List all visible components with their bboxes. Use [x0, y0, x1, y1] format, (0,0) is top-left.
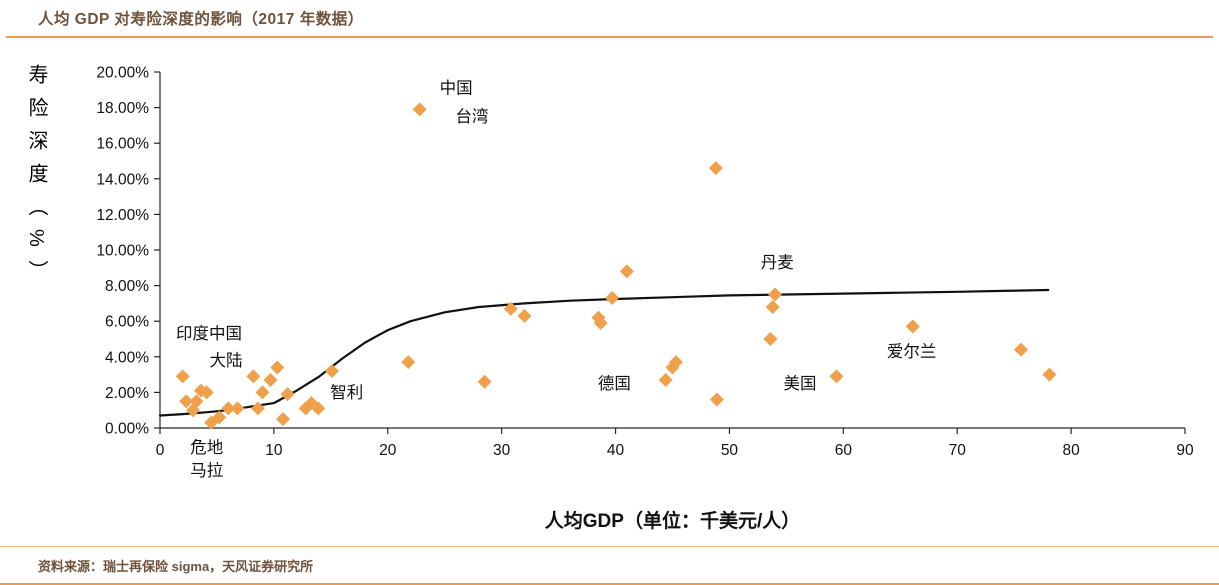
y-tick-label: 14.00%: [96, 171, 149, 188]
data-point: [401, 355, 416, 370]
data-point: [199, 385, 214, 400]
x-tick-label: 10: [265, 442, 283, 459]
data-point: [477, 374, 492, 389]
data-point: [517, 308, 532, 323]
country-label: 爱尔兰: [887, 342, 937, 361]
data-point: [221, 401, 236, 416]
y-axis-title: 寿险深度（%）: [25, 64, 47, 293]
x-tick-label: 60: [835, 442, 853, 459]
data-point: [768, 287, 782, 302]
data-point: [179, 394, 194, 409]
data-point: [619, 264, 634, 279]
x-tick-label: 50: [721, 442, 739, 459]
data-point: [605, 291, 620, 306]
country-label: 美国: [784, 374, 817, 393]
x-tick-label: 20: [379, 442, 397, 459]
y-tick-label: 12.00%: [96, 207, 149, 224]
bottom-border-line: [0, 583, 1219, 585]
country-label: 台湾: [456, 107, 489, 126]
data-point: [709, 392, 724, 407]
scatter-plot: 0.00% 2.00% 4.00% 6.00% 8.00% 10.00% 12.00% 14.…: [96, 65, 1194, 533]
country-label: 智利: [330, 383, 363, 402]
country-label: 危地: [190, 438, 223, 457]
data-point: [905, 319, 920, 334]
data-point: [280, 387, 295, 402]
data-point: [175, 369, 190, 384]
x-tick-label: 40: [607, 442, 625, 459]
data-point: [412, 102, 427, 117]
data-point: [212, 410, 227, 425]
data-point: [276, 412, 290, 427]
country-label: 大陆: [210, 351, 243, 370]
y-tick-label: 20.00%: [96, 65, 149, 82]
data-point: [246, 369, 261, 384]
y-tick-label: 16.00%: [96, 136, 149, 153]
data-point: [270, 360, 285, 375]
data-point: [708, 161, 723, 176]
y-tick-label: 8.00%: [105, 278, 149, 295]
y-tick-label: 0.00%: [105, 421, 149, 438]
data-point: [763, 332, 778, 346]
data-point: [250, 401, 265, 416]
y-tick-label: 10.00%: [96, 243, 149, 260]
data-point: [324, 364, 339, 379]
data-point: [829, 369, 844, 384]
y-tick-label: 4.00%: [105, 349, 149, 366]
country-label: 印度中国: [176, 324, 242, 343]
x-tick-label: 70: [949, 442, 967, 459]
footer-divider-line: [0, 546, 1219, 547]
trend-curve: [158, 288, 1050, 417]
data-point: [1042, 367, 1057, 382]
data-point: [186, 403, 201, 418]
data-point: [230, 401, 245, 416]
data-point: [765, 299, 780, 314]
x-tick-label: 90: [1176, 442, 1194, 459]
data-point: [263, 372, 278, 387]
x-axis-title: 人均GDP（单位：千美元/人）: [545, 509, 800, 532]
source-note: 资料来源：瑞士再保险 sigma，天风证券研究所: [38, 559, 314, 574]
figure-title: 人均 GDP 对寿险深度的影响（2017 年数据）: [38, 11, 364, 28]
x-tick-label: 0: [156, 442, 165, 459]
data-point: [311, 401, 326, 416]
data-point: [1014, 342, 1028, 357]
country-label: 马拉: [190, 461, 223, 480]
y-tick-label: 2.00%: [105, 385, 149, 402]
country-label: 丹麦: [761, 253, 794, 272]
x-tick-label: 80: [1062, 442, 1080, 459]
y-tick-label: 6.00%: [105, 314, 149, 331]
data-point: [658, 372, 673, 387]
title-divider-line: [6, 36, 1213, 38]
country-label: 德国: [598, 374, 631, 393]
y-tick-label: 18.00%: [96, 100, 149, 117]
data-point: [255, 385, 270, 400]
x-tick-label: 30: [493, 442, 511, 459]
data-point: [503, 301, 518, 316]
data-point: [593, 315, 608, 330]
data-point: [668, 355, 683, 370]
country-label: 中国: [440, 79, 473, 98]
